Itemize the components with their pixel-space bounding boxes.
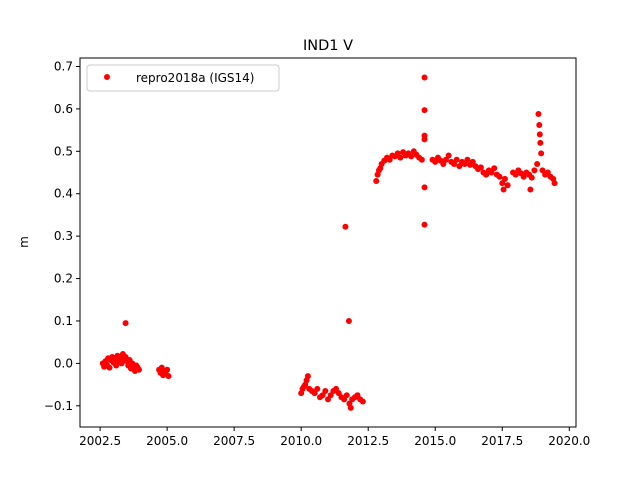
series-marks [99, 74, 558, 411]
chart-title: IND1 V [303, 38, 353, 54]
data-point [304, 373, 311, 380]
data-point [527, 186, 534, 193]
data-point [421, 221, 428, 228]
y-tick-label: 0.3 [54, 229, 73, 243]
y-tick-label: 0.1 [54, 314, 73, 328]
y-axis-label: m [17, 236, 31, 248]
plot-frame [79, 57, 577, 428]
data-point [504, 182, 511, 189]
y-tick-label: −0.1 [44, 399, 73, 413]
data-point [537, 139, 544, 146]
data-point [496, 173, 503, 180]
data-point [421, 107, 428, 114]
data-point [477, 164, 484, 171]
data-point [122, 320, 129, 327]
data-point [106, 364, 113, 371]
x-tick-label: 2012.5 [347, 434, 389, 448]
data-point [347, 404, 354, 411]
x-tick-label: 2007.5 [213, 434, 255, 448]
data-point [536, 122, 543, 129]
data-point [359, 398, 366, 405]
data-point [322, 387, 329, 394]
legend: repro2018a (IGS14) [86, 64, 280, 92]
data-point [534, 161, 541, 168]
data-point [535, 110, 542, 117]
data-point [538, 150, 545, 157]
legend-box [86, 64, 280, 92]
data-point [135, 366, 142, 373]
x-tick-label: 2010.0 [280, 434, 322, 448]
data-point [397, 154, 404, 161]
data-point [164, 366, 171, 373]
x-axis: 2002.5 2005.0 2007.5 2010.0 2012.5 2015.0 2017… [79, 427, 590, 448]
data-point [408, 153, 415, 160]
data-point [453, 156, 460, 163]
data-point [528, 174, 535, 181]
legend-label: repro2018a (IGS14) [136, 71, 254, 85]
data-point [343, 392, 350, 399]
data-point [314, 385, 321, 392]
data-point [500, 186, 507, 193]
x-tick-label: 2005.0 [146, 434, 188, 448]
y-tick-label: 0.7 [54, 59, 73, 73]
y-tick-label: 0.2 [54, 272, 73, 286]
data-point [445, 152, 452, 159]
x-tick-label: 2015.0 [414, 434, 456, 448]
data-point [373, 178, 380, 184]
data-point [464, 156, 471, 163]
data-point [342, 223, 349, 230]
data-point [501, 175, 508, 182]
data-point [491, 165, 498, 172]
data-point [536, 131, 543, 138]
data-point [421, 184, 428, 191]
x-tick-label: 2017.5 [481, 434, 523, 448]
y-tick-label: 0.5 [54, 144, 73, 158]
data-point [531, 167, 538, 174]
x-tick-label: 2020.0 [548, 434, 590, 448]
y-axis: −0.1 0.0 0.1 0.2 0.3 0.4 0.5 0.6 0.7 [44, 59, 80, 413]
y-tick-label: 0.4 [54, 187, 73, 201]
legend-marker [104, 74, 110, 80]
data-point [418, 156, 425, 163]
data-point [165, 373, 172, 380]
y-tick-label: 0.0 [54, 356, 73, 370]
data-point [421, 136, 428, 143]
data-point [421, 74, 428, 81]
x-tick-label: 2002.5 [79, 434, 121, 448]
data-point [113, 362, 120, 369]
data-point [345, 317, 352, 324]
y-tick-label: 0.6 [54, 102, 73, 116]
data-point [551, 180, 558, 187]
